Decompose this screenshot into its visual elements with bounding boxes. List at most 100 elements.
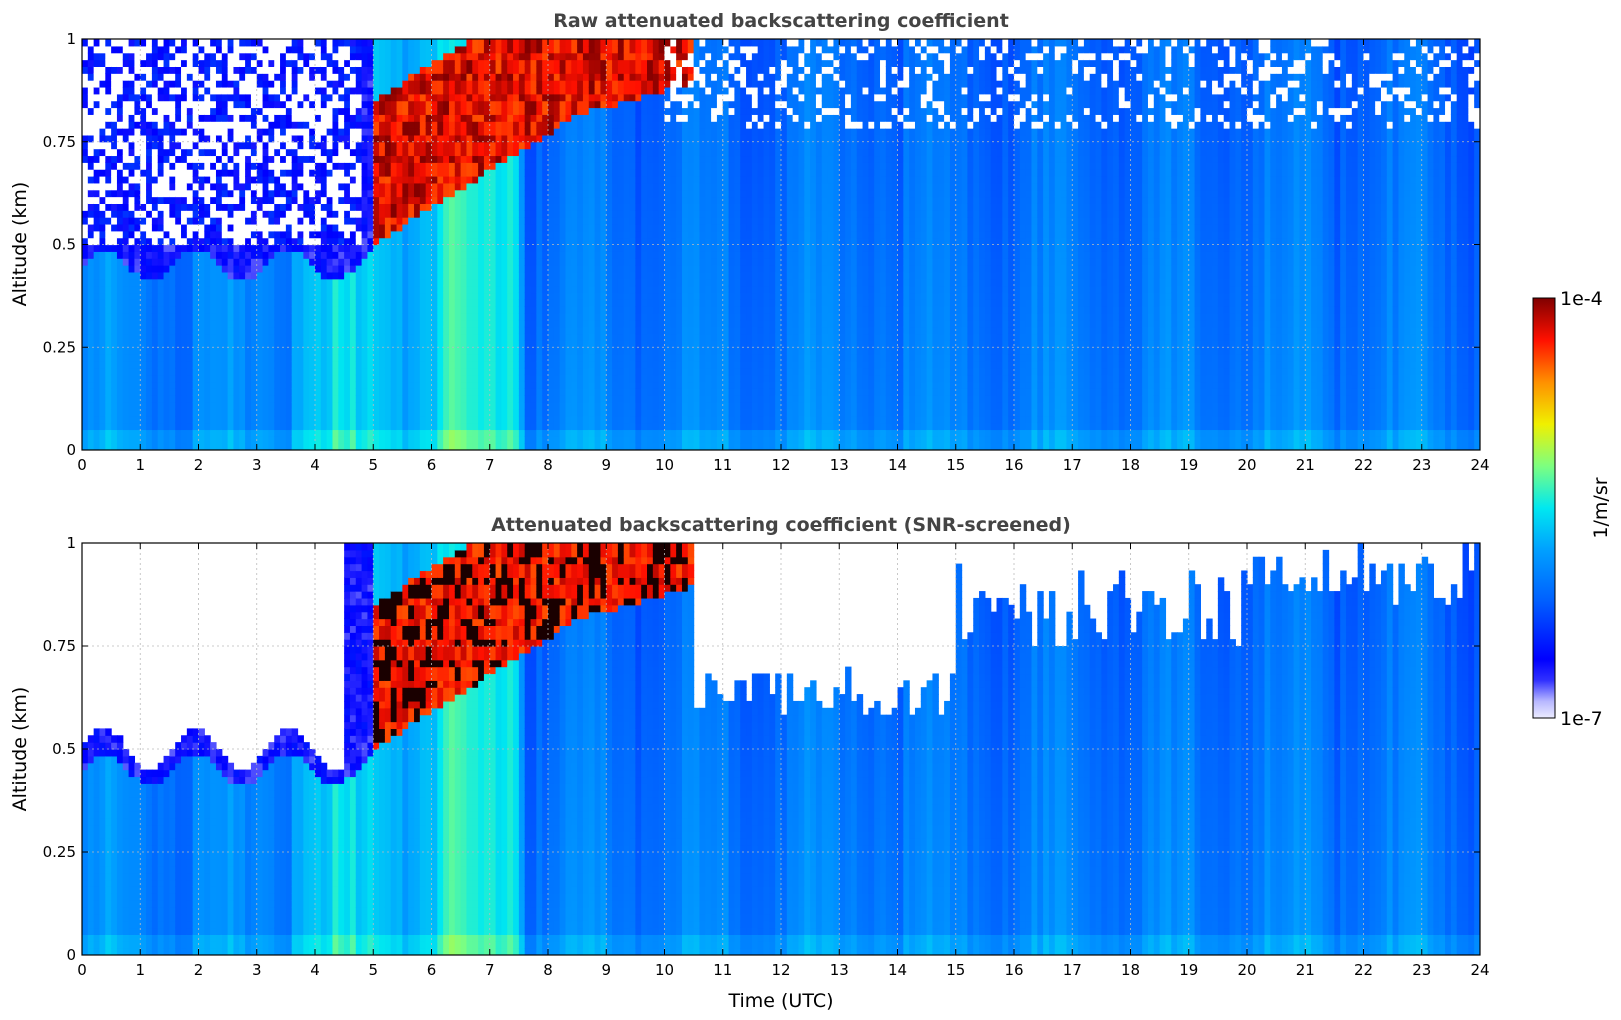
heatmap-cell	[280, 319, 287, 328]
heatmap-cell	[146, 203, 153, 211]
heatmap-cell	[285, 210, 293, 218]
heatmap-cell	[320, 299, 328, 307]
heatmap-cell	[530, 395, 537, 403]
heatmap-cell	[553, 402, 561, 410]
heatmap-cell	[175, 162, 182, 170]
heatmap-cell	[99, 313, 106, 321]
heatmap-cell	[390, 402, 398, 410]
heatmap-cell	[245, 299, 252, 307]
heatmap-cell	[414, 265, 421, 273]
heatmap-cell	[402, 196, 409, 204]
heatmap-cell	[140, 223, 147, 232]
heatmap-cell	[169, 367, 176, 376]
heatmap-cell	[320, 114, 328, 122]
heatmap-cell	[169, 340, 176, 348]
heatmap-cell	[192, 176, 200, 184]
heatmap-cell	[338, 326, 345, 335]
heatmap-cell	[128, 66, 136, 74]
heatmap-cell	[454, 340, 462, 348]
heatmap-cell	[466, 196, 473, 204]
heatmap-cell	[379, 388, 386, 396]
heatmap-cell	[524, 210, 532, 218]
heatmap-cell	[274, 402, 281, 410]
heatmap-cell	[320, 141, 328, 150]
heatmap-cell	[513, 367, 520, 376]
heatmap-cell	[221, 354, 229, 362]
heatmap-cell	[332, 429, 339, 437]
heatmap-cell	[396, 374, 403, 383]
heatmap-cell	[431, 374, 438, 383]
heatmap-cell	[82, 210, 89, 218]
heatmap-cell	[204, 162, 211, 170]
heatmap-cell	[262, 395, 269, 403]
heatmap-cell	[379, 408, 386, 417]
heatmap-cell	[344, 80, 351, 88]
heatmap-cell	[198, 244, 205, 252]
heatmap-cell	[495, 93, 502, 102]
heatmap-cell	[116, 395, 124, 403]
heatmap-cell	[507, 121, 514, 129]
heatmap-cell	[105, 333, 112, 341]
heatmap-cell	[105, 395, 112, 403]
heatmap-cell	[384, 237, 392, 246]
heatmap-cell	[448, 203, 456, 211]
heatmap-cell	[361, 86, 369, 95]
heatmap-cell	[559, 278, 567, 287]
heatmap-cell	[215, 73, 223, 81]
heatmap-cell	[227, 258, 235, 266]
heatmap-cell	[384, 80, 392, 88]
heatmap-cell	[250, 176, 258, 184]
heatmap-cell	[134, 80, 141, 88]
heatmap-cell	[233, 313, 240, 321]
heatmap-cell	[134, 189, 141, 198]
heatmap-cell	[320, 360, 328, 369]
heatmap-cell	[553, 436, 561, 444]
heatmap-cell	[87, 251, 95, 259]
heatmap-cell	[524, 422, 532, 431]
heatmap-cell	[355, 381, 363, 389]
heatmap-cell	[186, 73, 194, 81]
heatmap-cell	[285, 80, 293, 88]
heatmap-cell	[536, 340, 543, 348]
heatmap-cell	[437, 299, 444, 307]
heatmap-cell	[181, 217, 188, 225]
heatmap-cell	[221, 265, 229, 273]
heatmap-cell	[315, 121, 322, 129]
heatmap-cell	[344, 367, 351, 376]
heatmap-cell	[443, 408, 450, 417]
heatmap-cell	[297, 395, 304, 403]
heatmap-cell	[454, 251, 462, 259]
heatmap-cell	[134, 196, 141, 204]
heatmap-cell	[408, 402, 415, 410]
heatmap-cell	[553, 381, 561, 389]
heatmap-cell	[355, 128, 363, 136]
heatmap-cell	[320, 402, 328, 410]
heatmap-cell	[93, 121, 101, 129]
heatmap-cell	[93, 210, 101, 218]
heatmap-cell	[221, 326, 229, 335]
heatmap-cell	[332, 73, 339, 81]
heatmap-cell	[542, 265, 549, 273]
heatmap-cell	[332, 39, 339, 47]
heatmap-cell	[163, 169, 170, 177]
heatmap-cell	[116, 73, 124, 81]
heatmap-cell	[82, 436, 89, 444]
heatmap-cell	[250, 408, 258, 417]
heatmap-cell	[181, 100, 188, 109]
heatmap-cell	[198, 162, 205, 170]
heatmap-cell	[262, 114, 269, 122]
heatmap-cell	[513, 333, 520, 341]
heatmap-cell	[146, 251, 153, 259]
heatmap-cell	[437, 265, 444, 273]
heatmap-cell	[355, 360, 363, 369]
heatmap-cell	[116, 306, 124, 314]
heatmap-cell	[431, 429, 438, 437]
heatmap-cell	[221, 223, 229, 232]
heatmap-cell	[379, 148, 386, 157]
heatmap-cell	[402, 176, 409, 184]
heatmap-cell	[495, 415, 502, 424]
heatmap-cell	[367, 86, 374, 95]
heatmap-cell	[256, 155, 264, 163]
heatmap-cell	[274, 237, 281, 246]
heatmap-cell	[431, 128, 438, 136]
